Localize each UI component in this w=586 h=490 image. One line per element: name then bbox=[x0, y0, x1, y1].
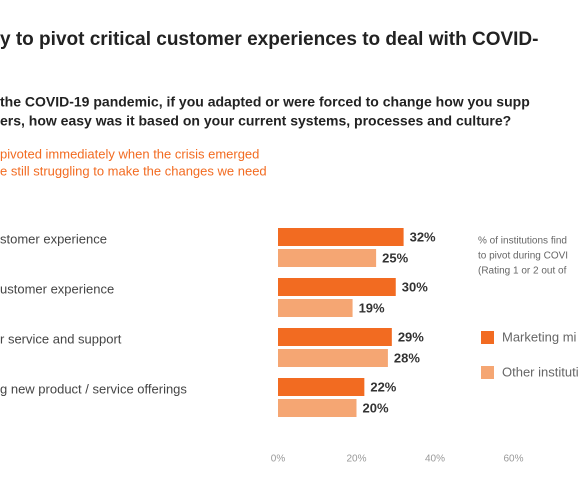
bar bbox=[278, 378, 365, 396]
bar bbox=[278, 299, 353, 317]
x-tick-label: 40% bbox=[425, 454, 445, 465]
series-description: pivoted immediately when the crisis emer… bbox=[0, 146, 259, 161]
category-label: r service and support bbox=[0, 331, 122, 346]
value-label: 20% bbox=[363, 400, 389, 415]
value-label: 32% bbox=[410, 229, 436, 244]
legend-swatch bbox=[481, 366, 494, 379]
series-description: e still struggling to make the changes w… bbox=[0, 163, 267, 178]
category-label: ustomer experience bbox=[0, 281, 114, 296]
value-label: 22% bbox=[370, 379, 396, 394]
category-label: stomer experience bbox=[0, 231, 107, 246]
x-tick-label: 20% bbox=[346, 454, 366, 465]
note: (Rating 1 or 2 out of bbox=[478, 266, 567, 277]
bar bbox=[278, 228, 404, 246]
note: % of institutions find bbox=[478, 236, 567, 247]
subtitle: the COVID-19 pandemic, if you adapted or… bbox=[0, 94, 530, 110]
value-label: 30% bbox=[402, 279, 428, 294]
value-label: 19% bbox=[359, 300, 385, 315]
chart-title: y to pivot critical customer experiences… bbox=[0, 29, 538, 50]
legend-swatch bbox=[481, 331, 494, 344]
x-tick-label: 60% bbox=[503, 454, 523, 465]
bar bbox=[278, 399, 357, 417]
bar bbox=[278, 278, 396, 296]
x-tick-label: 0% bbox=[271, 454, 286, 465]
legend-label: Other instituti bbox=[502, 364, 579, 379]
value-label: 29% bbox=[398, 329, 424, 344]
value-label: 25% bbox=[382, 250, 408, 265]
bar bbox=[278, 249, 377, 267]
bar bbox=[278, 328, 392, 346]
subtitle: ers, how easy was it based on your curre… bbox=[0, 113, 511, 129]
bar bbox=[278, 349, 388, 367]
note: to pivot during COVI bbox=[478, 251, 568, 262]
value-label: 28% bbox=[394, 350, 420, 365]
category-label: g new product / service offerings bbox=[0, 381, 187, 396]
legend-label: Marketing mi bbox=[502, 329, 577, 344]
